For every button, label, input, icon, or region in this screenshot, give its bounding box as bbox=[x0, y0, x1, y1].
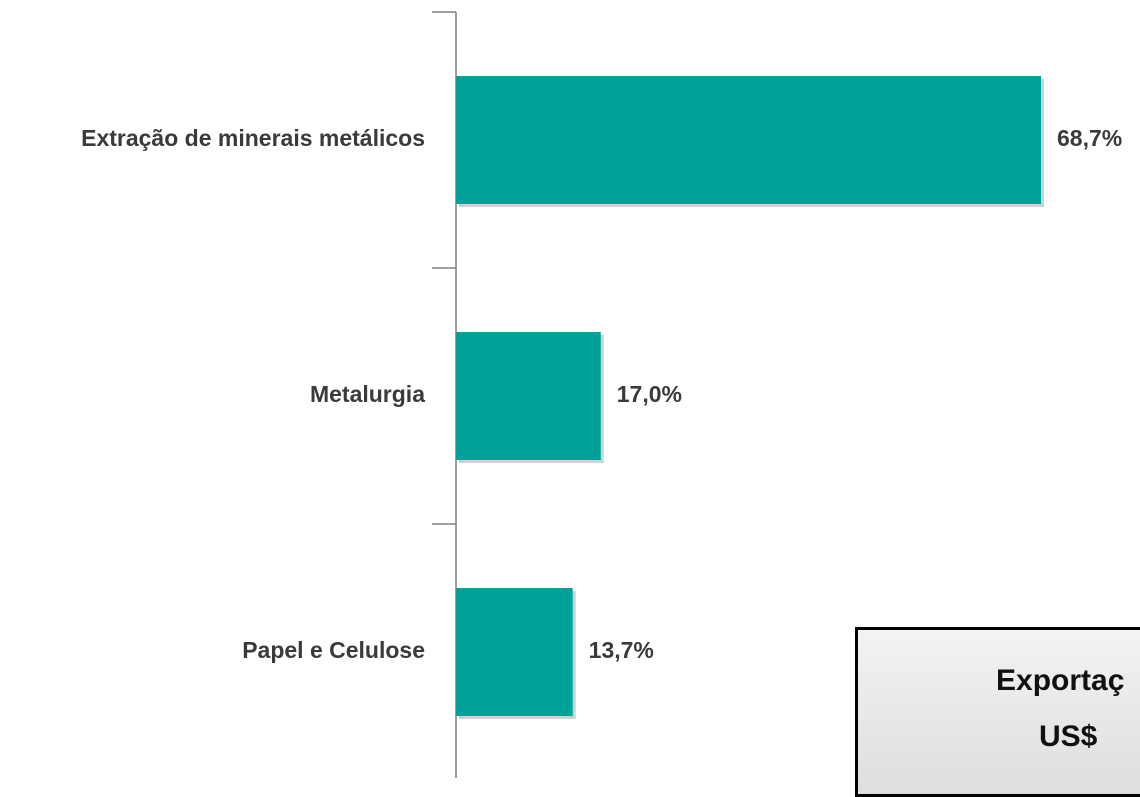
value-label: 68,7% bbox=[1057, 125, 1122, 151]
value-label: 13,7% bbox=[589, 637, 654, 663]
value-label: 17,0% bbox=[617, 381, 682, 407]
info-box-title: Exportaç bbox=[996, 664, 1125, 697]
category-label: Extração de minerais metálicos bbox=[81, 125, 425, 151]
info-box-value: US$ bbox=[1039, 720, 1098, 753]
bar bbox=[456, 332, 601, 460]
category-label: Metalurgia bbox=[310, 381, 425, 407]
bar bbox=[456, 76, 1041, 204]
bar bbox=[456, 588, 573, 716]
category-label: Papel e Celulose bbox=[242, 637, 425, 663]
bar-chart-svg: Extração de minerais metálicos 68,7% Metal… bbox=[81, 11, 1122, 778]
bar-chart: Extração de minerais metálicos 68,7% Metal… bbox=[81, 11, 1122, 778]
export-info-box: Exportaç US$ bbox=[855, 627, 1140, 797]
